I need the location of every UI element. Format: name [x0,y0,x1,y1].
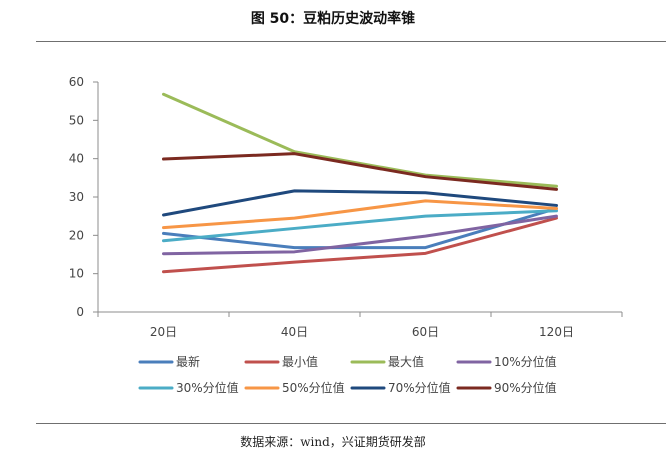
x-tick-label: 20日 [150,325,177,339]
y-tick-label: 0 [76,305,84,319]
legend-item: 30%分位值 [138,380,239,395]
series-line-1 [162,207,558,250]
legend-label: 最小值 [282,354,318,369]
y-tick-label: 60 [69,75,84,89]
source-note: 数据来源：wind，兴证期货研发部 [240,435,426,449]
y-tick-label: 40 [69,152,84,166]
y-tick-label: 20 [69,228,84,242]
series-line-4 [162,214,558,256]
series-line-6 [162,199,558,230]
y-tick-label: 50 [69,113,84,127]
x-tick-label: 40日 [281,325,308,339]
legend-item: 90%分位值 [456,380,557,395]
series-line-7 [162,189,558,217]
legend-label: 90%分位值 [494,380,557,395]
legend-label: 10%分位值 [494,354,557,369]
legend-label: 50%分位值 [282,380,345,395]
legend-label: 最新 [176,354,200,369]
legend-item: 最新 [138,354,200,369]
series-lines [162,92,558,274]
y-tick-label: 30 [69,190,84,204]
y-tick-label: 10 [69,267,84,281]
series-line-3 [162,92,558,188]
legend-label: 70%分位值 [388,380,451,395]
series-line-5 [162,209,558,243]
legend-item: 最大值 [350,354,424,369]
legend-label: 30%分位值 [176,380,239,395]
legend: 最新 最小值 最大值 10%分位值 30%分位值 50%分位值 70%分位值 90%分位值 [138,354,557,395]
chart-title: 图 50：豆粕历史波动率锥 [250,11,416,27]
top-divider [36,41,666,42]
series-line-2 [162,216,558,274]
axes: 0 10 20 30 40 50 60 20日 40日 60日 120日 [69,75,623,339]
legend-item: 50%分位值 [244,380,345,395]
x-tick-label: 60日 [412,325,439,339]
x-tick-label: 120日 [539,325,574,339]
legend-item: 10%分位值 [456,354,557,369]
legend-label: 最大值 [388,354,424,369]
legend-item: 最小值 [244,354,318,369]
line-chart: 0 10 20 30 40 50 60 20日 40日 60日 120日 最新 最小值 最大值 10%分位… [69,75,623,395]
series-line-8 [162,152,558,191]
legend-item: 70%分位值 [350,380,451,395]
bottom-divider [36,423,666,424]
